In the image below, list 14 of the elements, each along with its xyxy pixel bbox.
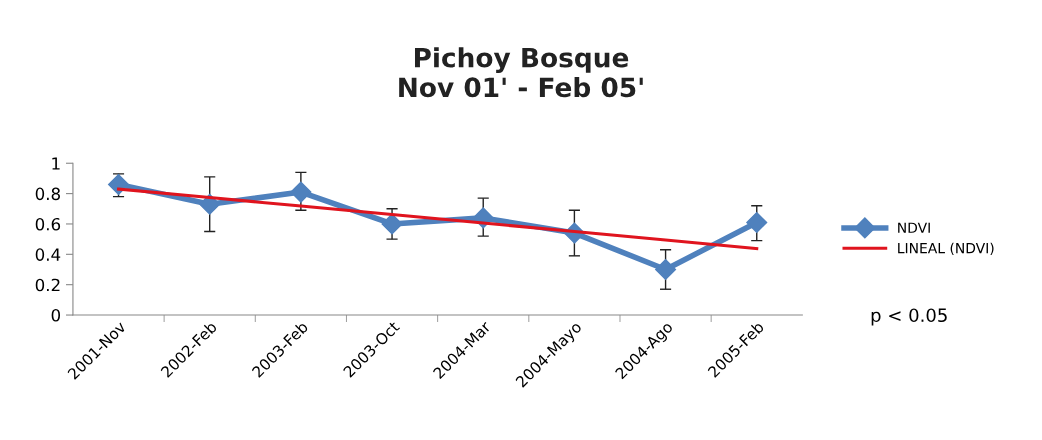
point	[290, 181, 312, 203]
y-tick-label: 1	[52, 157, 60, 170]
y-tick-label: 0.6	[35, 217, 61, 231]
point	[381, 213, 403, 235]
chart-title: Pichoy Bosque Nov 01' - Feb 05'	[399, 47, 643, 98]
y-tick-label: 0	[51, 309, 61, 322]
y-tick-label: 0.2	[35, 278, 60, 292]
point	[655, 258, 677, 281]
y-tick-label: 0.4	[35, 248, 61, 261]
text: p < 0.05	[871, 308, 947, 326]
point	[746, 211, 768, 233]
y-tick-label: 0.8	[35, 187, 60, 201]
legend-label: LINEAL (NDVI)	[898, 242, 994, 255]
legend-label: NDVI	[898, 222, 930, 233]
